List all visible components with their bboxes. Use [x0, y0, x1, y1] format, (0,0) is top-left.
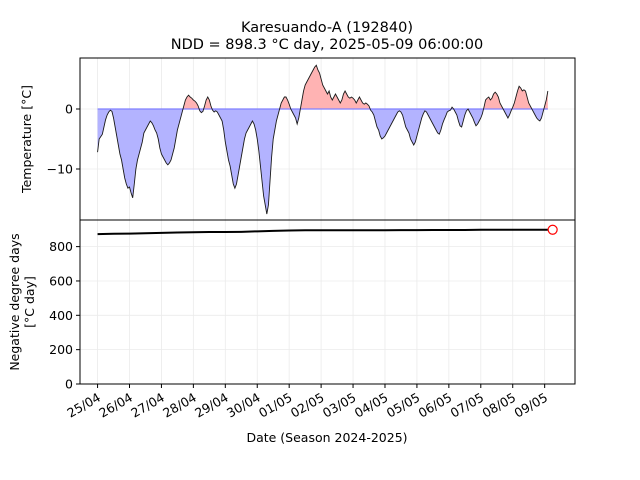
temperature-panel: −10 0 Temperature [°C]	[19, 57, 576, 221]
temperature-y-tick-label: 0	[65, 102, 73, 117]
x-axis-label: Date (Season 2024-2025)	[246, 430, 407, 445]
ndd-y-tick-label: 800	[49, 239, 73, 254]
ndd-axis-label-line1: Negative degree days	[7, 233, 22, 370]
temperature-axis-label: Temperature [°C]	[19, 85, 34, 194]
temperature-y-tick-label: −10	[47, 162, 73, 177]
chart-title-line1: Karesuando-A (192840)	[241, 20, 413, 36]
ndd-y-tick-label: 200	[49, 342, 73, 357]
ndd-y-tick-label: 0	[65, 377, 73, 392]
ndd-axes-frame	[79, 219, 576, 385]
chart-title-line2: NDD = 898.3 °C day, 2025-05-09 06:00:00	[171, 37, 484, 53]
temperature-fills	[97, 65, 548, 214]
ndd-y-tick-label: 600	[49, 273, 73, 288]
temperature-line	[97, 64, 549, 215]
current-ndd-marker	[547, 224, 558, 235]
above-zero-fill	[97, 65, 548, 109]
ndd-line	[97, 228, 548, 236]
ndd-axis-label-line2: [°C day]	[22, 276, 37, 328]
ndd-y-tick-label: 400	[49, 308, 73, 323]
ndd-y-ticks: 0 200 400 600 800	[49, 239, 80, 392]
below-zero-fill	[97, 109, 548, 214]
temperature-y-ticks: −10 0	[47, 102, 80, 177]
